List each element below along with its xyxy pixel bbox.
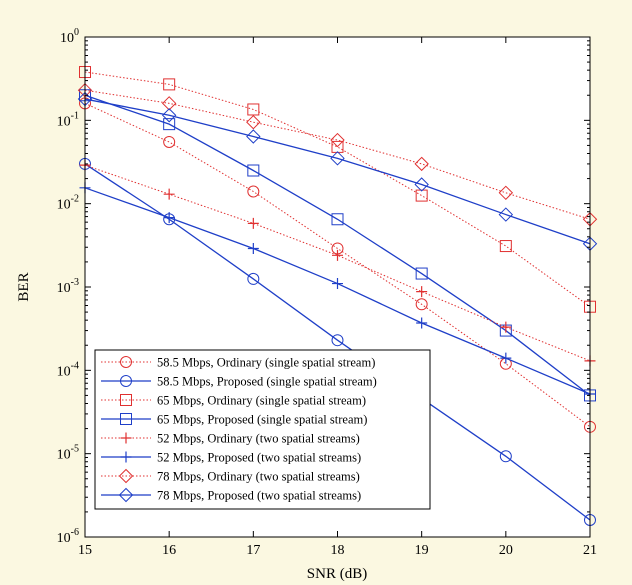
series-1-point-2 <box>163 135 176 148</box>
series-7-point-5 <box>414 156 429 172</box>
legend-marker-3 <box>120 394 132 406</box>
series-1-point-5 <box>415 298 428 311</box>
series-5-point-3 <box>247 217 259 229</box>
series-6-point-5 <box>416 317 428 329</box>
series-7-line <box>84 89 591 220</box>
series-8-point-5 <box>414 177 429 192</box>
axes-layer: 15 16 17 18 19 20 21 100 10-1 10-2 10-3 10-4 10-5 10-… <box>57 27 597 558</box>
y-axis-label: BER <box>16 272 32 301</box>
series-1-line <box>84 102 591 428</box>
y-tick-label-6: 10-5 <box>57 444 79 463</box>
series-8-point-2 <box>161 108 177 123</box>
legend-label-7: 78 Mbps, Ordinary (two spatial streams) <box>157 470 360 484</box>
series-5-point-5 <box>416 286 428 298</box>
series-4-point-5 <box>415 267 428 280</box>
series-6-point-2 <box>163 212 175 224</box>
series-3-point-2 <box>163 78 176 91</box>
series-7-point-3 <box>246 114 261 130</box>
y-tick-label-1: 100 <box>60 27 79 46</box>
series-2-point-4 <box>331 334 344 347</box>
legend-marker-4 <box>120 413 132 425</box>
x-tick-label-1: 15 <box>78 543 92 558</box>
series-3-point-5 <box>415 189 428 202</box>
legend-marker-7 <box>118 468 134 484</box>
series-3-line <box>84 71 591 308</box>
series-6-point-6 <box>500 352 512 364</box>
legend-marker-6 <box>120 451 132 463</box>
y-tick-label-4: 10-3 <box>57 277 79 296</box>
series-8-point-4 <box>330 151 345 166</box>
series-6 <box>79 182 596 400</box>
series-6-point-4 <box>332 278 343 290</box>
series-2-point-6 <box>499 450 512 463</box>
y-tick-label-2: 10-1 <box>57 110 79 129</box>
series-7-point-6 <box>498 185 514 201</box>
series-5-point-2 <box>163 188 175 200</box>
series-6-point-3 <box>247 242 259 254</box>
x-tick-label-6: 20 <box>499 543 513 558</box>
series-2-point-3 <box>247 272 260 285</box>
series-8-line <box>84 98 591 245</box>
series-8 <box>77 91 598 251</box>
series-4-point-4 <box>331 213 344 226</box>
series-3-point-6 <box>499 240 512 253</box>
y-tick-label-7: 10-6 <box>57 527 79 546</box>
legend-label-3: 65 Mbps, Ordinary (single spatial stream… <box>157 394 366 408</box>
y-tick-label-5: 10-4 <box>57 360 79 379</box>
y-tick-label-3: 10-2 <box>57 194 79 213</box>
x-tick-label-5: 19 <box>415 543 429 558</box>
legend-label-5: 52 Mbps, Ordinary (two spatial streams) <box>157 432 360 446</box>
x-tick-label-2: 16 <box>162 543 176 558</box>
legend: 58.5 Mbps, Ordinary (single spatial stre… <box>94 349 431 510</box>
legend-label-2: 58.5 Mbps, Proposed (single spatial stre… <box>157 375 377 389</box>
legend-label-8: 78 Mbps, Proposed (two spatial streams) <box>157 489 361 503</box>
legend-label-6: 52 Mbps, Proposed (two spatial streams) <box>157 451 361 465</box>
x-axis-label: SNR (dB) <box>307 566 367 582</box>
legend-marker-2 <box>120 375 132 387</box>
series-8-point-6 <box>498 207 514 222</box>
legend-label-1: 58.5 Mbps, Ordinary (single spatial stre… <box>157 356 375 370</box>
x-tick-label-4: 18 <box>331 543 345 558</box>
series-5-point-6 <box>500 321 512 333</box>
series-7-point-2 <box>161 96 177 111</box>
series-7-point-4 <box>330 132 345 148</box>
legend-marker-1 <box>120 356 132 368</box>
x-tick-label-3: 17 <box>246 543 260 558</box>
legend-box <box>94 349 431 510</box>
series-4-point-2 <box>163 118 176 131</box>
x-tick-label-7: 21 <box>583 543 597 558</box>
series-3-point-3 <box>247 103 260 116</box>
legend-marker-5 <box>120 432 132 444</box>
series-8-point-3 <box>246 129 261 144</box>
legend-label-4: 65 Mbps, Proposed (single spatial stream… <box>157 413 367 427</box>
series-1-point-3 <box>247 185 260 198</box>
series-7 <box>77 82 598 227</box>
series-5-point-4 <box>332 249 343 261</box>
legend-marker-8 <box>118 487 134 503</box>
series-4-point-3 <box>247 164 260 177</box>
